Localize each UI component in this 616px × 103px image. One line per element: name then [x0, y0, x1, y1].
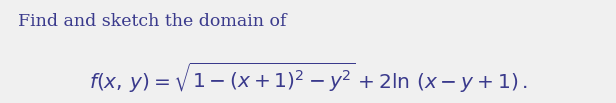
Text: $f(x,\, y) = \sqrt{1 - (x + 1)^2 - y^2} + 2\ln\,(x - y + 1)\,.$: $f(x,\, y) = \sqrt{1 - (x + 1)^2 - y^2} …: [89, 61, 527, 95]
Text: Find and sketch the domain of: Find and sketch the domain of: [18, 13, 287, 30]
